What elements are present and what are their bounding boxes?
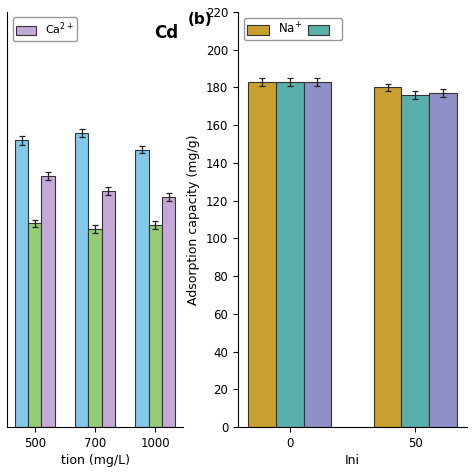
Bar (28, 223, 41, 427)
Bar (401, 95, 429, 427)
Legend: Na$^{+}$, : Na$^{+}$, (244, 18, 342, 40)
Y-axis label: Adsorption capacity (mg/g): Adsorption capacity (mg/g) (187, 134, 201, 305)
Bar (89, 229, 102, 427)
Text: Cd: Cd (154, 24, 178, 42)
Bar (41, 176, 55, 427)
Legend: Ca$^{2+}$: Ca$^{2+}$ (12, 18, 77, 41)
Bar (248, 82, 276, 427)
Bar (136, 150, 149, 427)
X-axis label: tion (mg/L): tion (mg/L) (61, 454, 129, 467)
Bar (102, 191, 115, 427)
Text: (b): (b) (188, 12, 212, 27)
Bar (429, 93, 456, 427)
Bar (276, 82, 303, 427)
Bar (75, 133, 89, 427)
X-axis label: Ini: Ini (345, 454, 360, 467)
Bar (303, 82, 331, 427)
Bar (149, 225, 162, 427)
Bar (15, 140, 28, 427)
Bar (374, 87, 401, 427)
Bar (162, 197, 175, 427)
